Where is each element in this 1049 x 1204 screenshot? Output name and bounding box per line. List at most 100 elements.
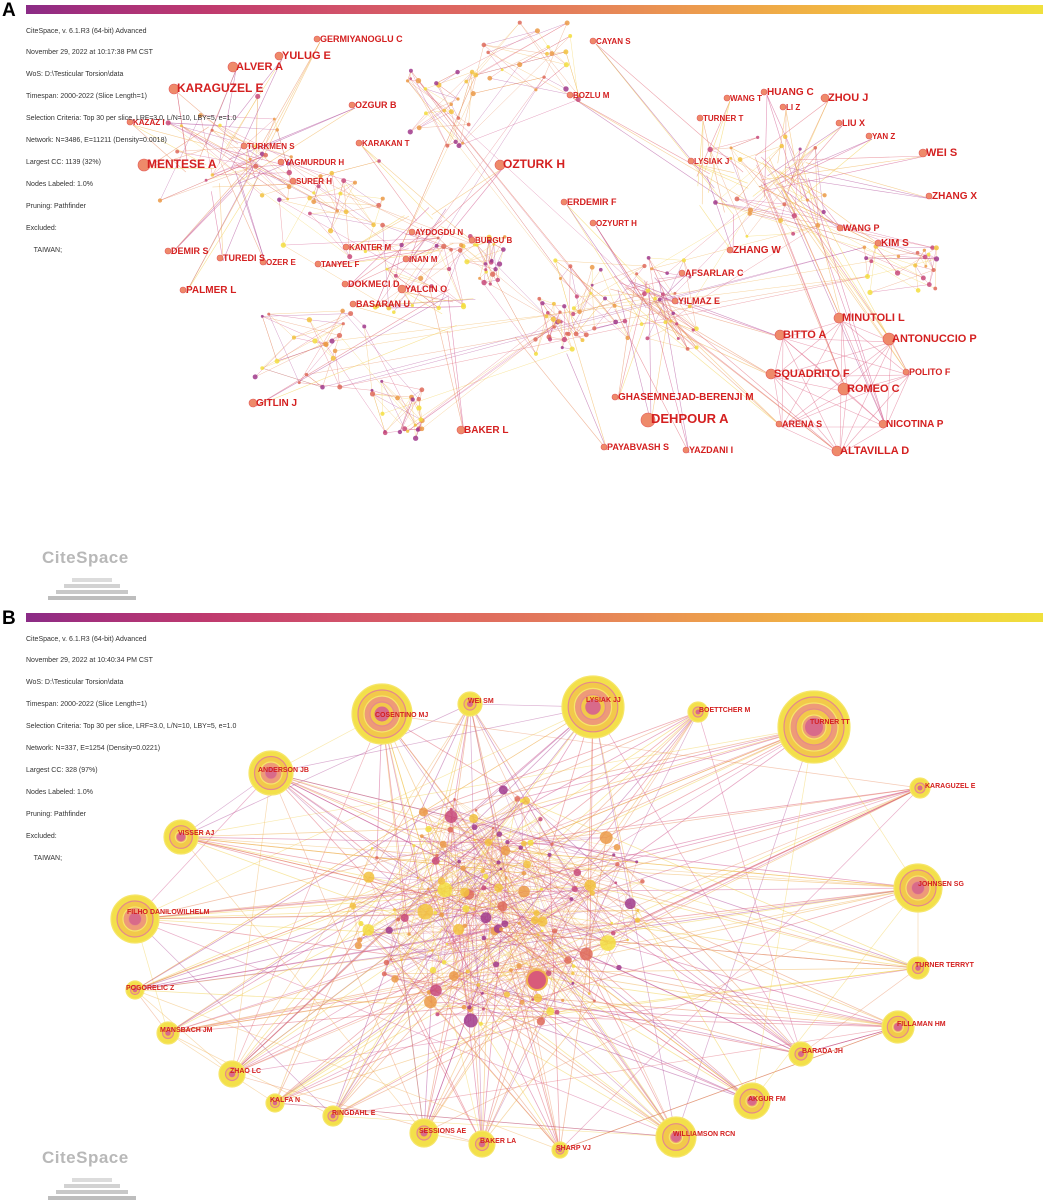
author-node [338,191,343,196]
reference-node [571,971,575,975]
reference-node [554,1009,560,1015]
author-node [307,195,312,201]
author-node [483,262,488,266]
coauthor-link [732,214,735,254]
author-node [457,691,483,717]
cocitation-link [592,706,638,921]
panel-letter: B [2,608,16,629]
author-node [563,62,570,68]
coauthor-link [782,337,841,455]
author-node [517,62,523,68]
reference-node [481,1007,485,1011]
coauthor-link [309,211,347,214]
cocitation-link [534,919,614,934]
coauthor-link [218,69,237,164]
reference-node [444,810,458,824]
coauthor-link [418,80,591,294]
cocitation-link [274,923,362,1104]
author-node [500,68,504,72]
reference-node [473,838,476,842]
author-node [327,228,334,234]
author-node [216,254,224,262]
author-label: BASARAN U [356,299,410,309]
cocitation-link [510,885,591,971]
reference-node [441,960,447,965]
author-node [691,328,695,332]
coauthor-link [730,158,751,211]
meta-line: Nodes Labeled: 1.0% [26,180,93,188]
cocitation-link [441,914,677,1138]
author-node [456,97,460,101]
cocitation-link [502,906,545,979]
cocitation-link [530,842,919,889]
cocitation-link [394,909,437,991]
author-label: OZGUR B [355,100,397,110]
author-node [747,211,752,216]
author-node [380,411,385,416]
coauthor-link [313,201,379,206]
author-node [713,200,718,205]
coauthor-link [168,122,314,194]
cocitation-link [332,1115,677,1138]
coauthor-link [648,257,688,349]
cocitation-link [167,989,436,1034]
reference-node [462,905,470,913]
coauthor-link [764,94,768,198]
cocitation-link [394,978,483,1145]
reference-node [460,865,466,871]
author-label: ALVER A [236,61,283,73]
reference-node [481,885,487,891]
cocitation-link [443,843,631,904]
cocitation-link [363,934,392,960]
reference-node [400,958,403,962]
reference-node [437,877,446,885]
author-node [291,335,297,340]
reference-node [391,975,399,983]
coauthor-link [408,208,447,263]
author-node [583,332,589,338]
author-label: HUANG C [767,87,814,98]
author-node [774,329,786,341]
cocitation-link [167,1032,334,1117]
author-label: PAYABVASH S [607,442,669,452]
author-node [553,258,558,263]
coauthor-link [710,137,758,150]
cocitation-link [231,772,272,1075]
author-node [332,348,338,354]
author-node [745,234,749,238]
coauthor-link [470,236,490,238]
author-node [275,128,279,132]
author-node [931,267,936,273]
coauthor-link [925,254,929,267]
author-node [663,320,668,325]
author-label: SESSIONS AE [419,1128,467,1135]
reference-node [587,992,591,996]
coauthor-link [630,288,783,428]
cocitation-link [519,965,899,1028]
author-label: YAN Z [872,132,895,141]
author-node [210,128,214,132]
author-label: LI Z [786,103,800,112]
cocitation-link [401,880,442,960]
coauthor-link [381,381,421,420]
reference-node [508,968,513,973]
cocitation-link [473,818,595,1002]
author-node [323,341,329,347]
reference-node [573,868,582,877]
coauthor-link [667,272,690,278]
cocitation-link [523,872,899,1028]
coauthor-link [488,52,579,100]
author-label: ARENA S [782,419,822,429]
coauthor-link [790,100,829,181]
author-node [734,196,740,202]
author-node [478,276,482,280]
author-node [575,97,581,103]
reference-node [480,912,492,924]
coauthor-link [839,426,887,455]
coauthor-link [869,284,930,293]
author-node [125,980,145,1000]
coauthor-link [220,163,267,266]
cocitation-link [417,876,486,879]
reference-node [548,941,552,945]
coauthor-link [875,246,898,274]
